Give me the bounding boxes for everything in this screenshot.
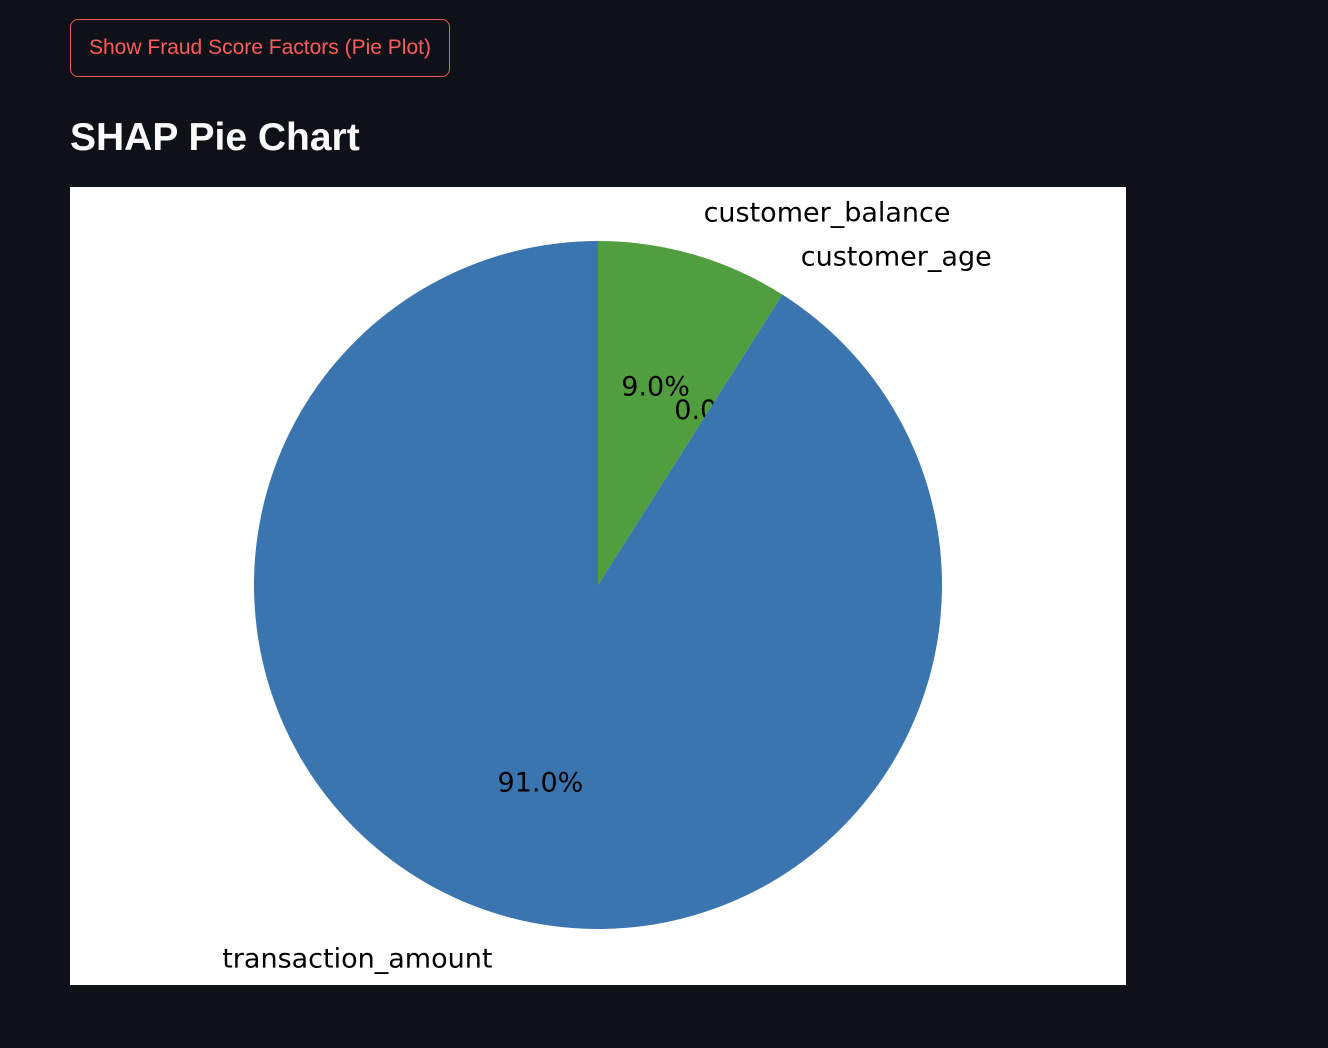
pie-label-transaction-amount: transaction_amount: [222, 944, 492, 975]
pie-slice-customer-balance: [598, 241, 783, 585]
pie-label-customer-age: customer_age: [801, 242, 992, 273]
pie-chart-svg: customer_balance9.0%customer_age0.0%tran…: [222, 198, 992, 975]
pie-percent-customer-balance: 9.0%: [621, 371, 690, 402]
pie-percent-transaction-amount: 91.0%: [498, 768, 584, 799]
pie-label-customer-balance: customer_balance: [704, 198, 951, 229]
section-title: SHAP Pie Chart: [70, 116, 360, 159]
pie-chart: customer_balance9.0%customer_age0.0%tran…: [70, 187, 1126, 985]
show-fraud-score-factors-button[interactable]: Show Fraud Score Factors (Pie Plot): [70, 19, 450, 77]
pie-slice-transaction-amount: [253, 241, 943, 930]
